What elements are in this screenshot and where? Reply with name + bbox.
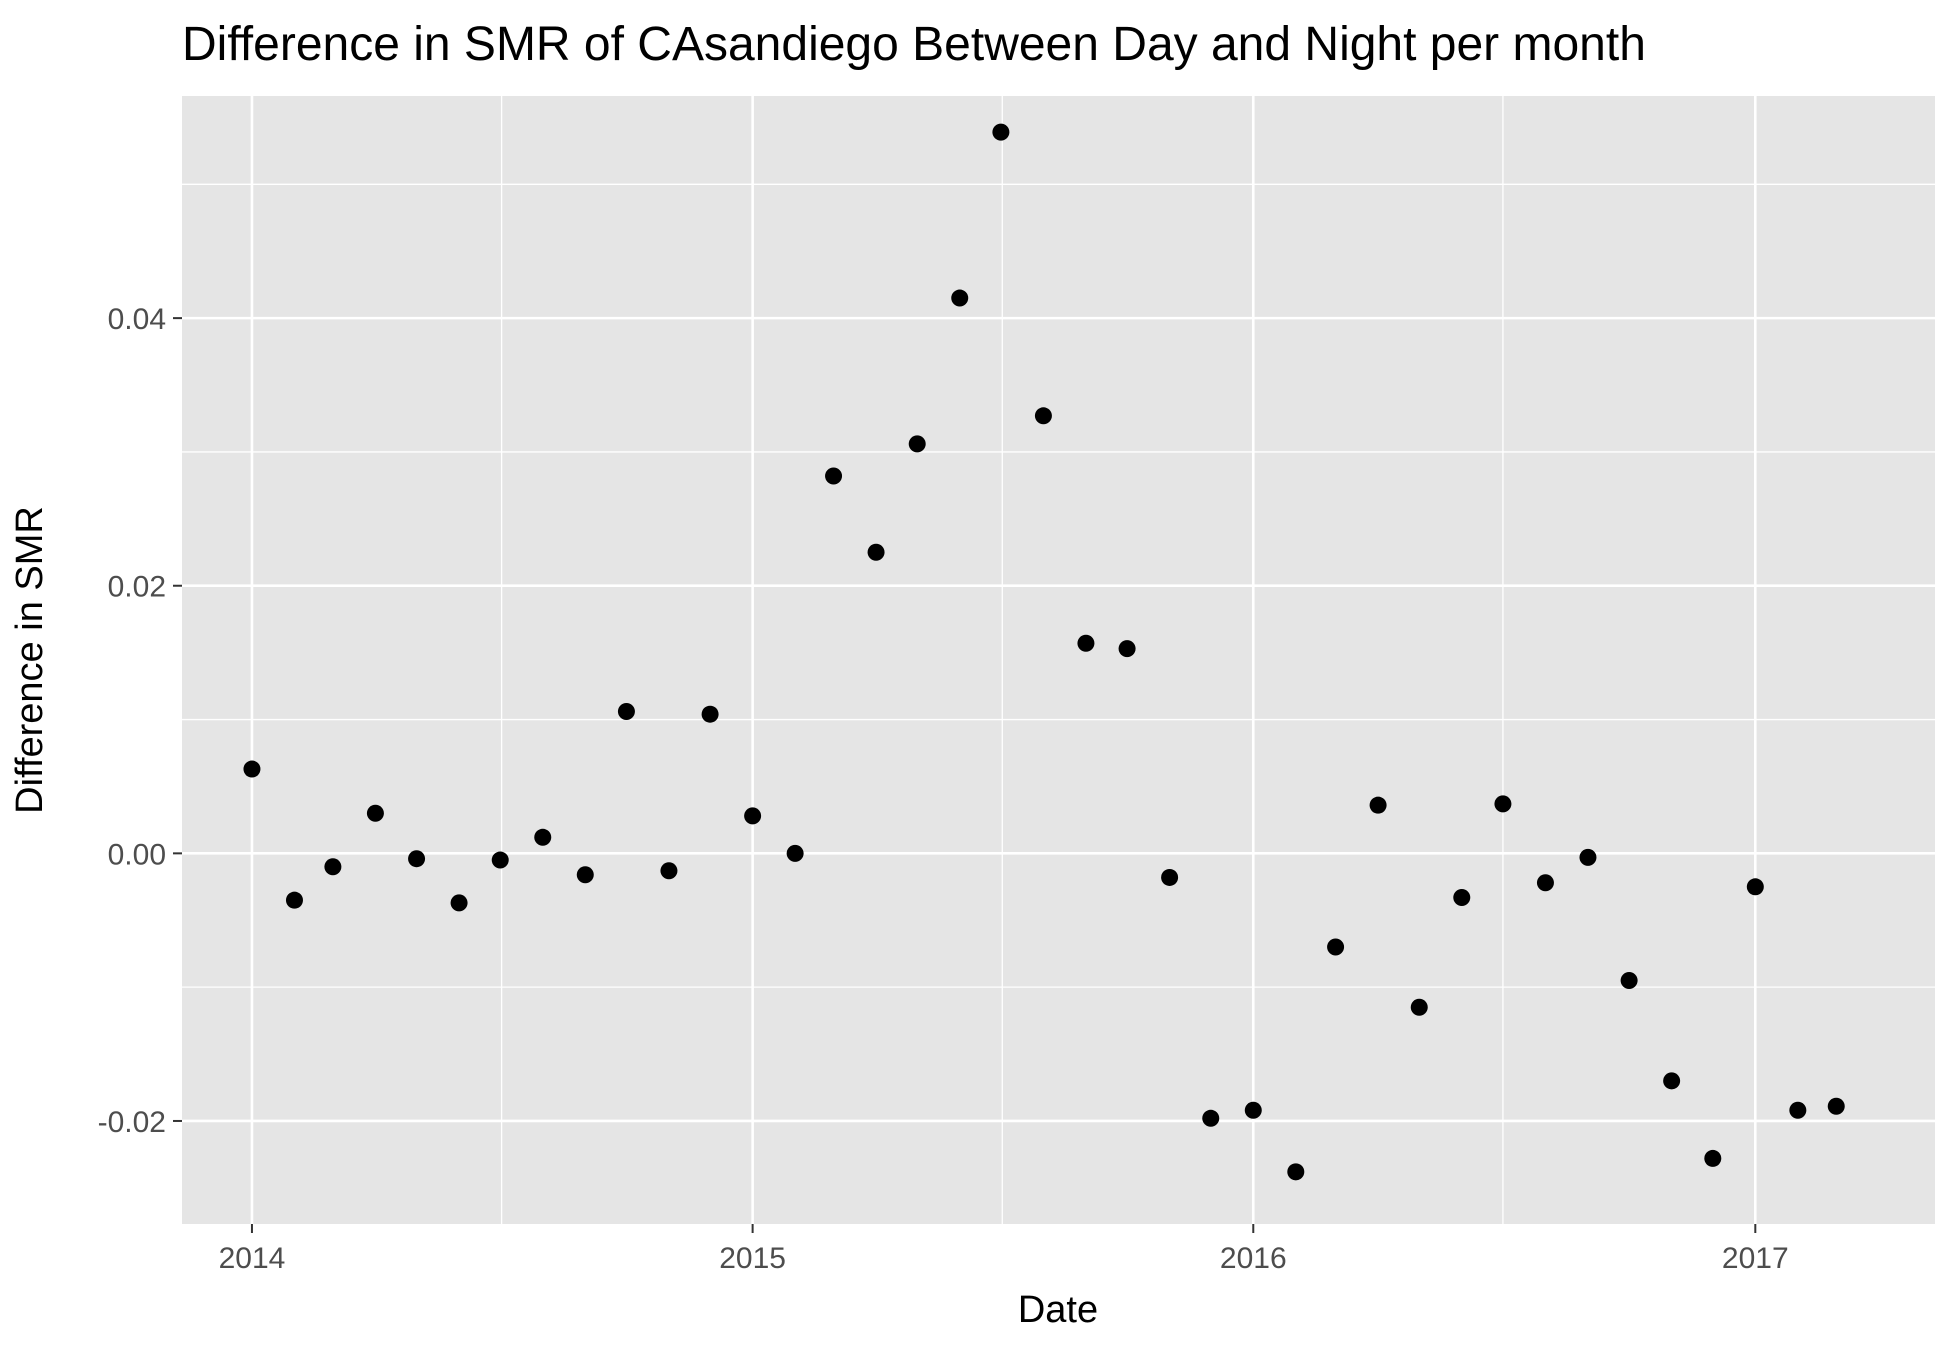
data-point [1118, 640, 1136, 658]
data-point [534, 828, 552, 846]
data-point [450, 894, 468, 912]
x-axis-title: Date [1018, 1289, 1098, 1331]
data-point [1410, 998, 1428, 1016]
data-point [867, 543, 885, 561]
minor-grid [182, 96, 1935, 1224]
x-tick-label: 2016 [1220, 1242, 1287, 1275]
data-point [491, 851, 509, 869]
y-tick-label: 0.04 [108, 303, 166, 336]
data-point [992, 123, 1010, 141]
y-tick-label: 0.00 [108, 838, 166, 871]
data-point [243, 760, 261, 778]
x-axis: 2014 2015 2016 2017 [219, 1224, 1789, 1275]
data-point [1034, 407, 1052, 425]
chart-title: Difference in SMR of CAsandiego Between … [182, 18, 1646, 71]
data-point [1077, 634, 1095, 652]
data-point [786, 844, 804, 862]
data-point [1620, 971, 1638, 989]
data-point [1369, 796, 1387, 814]
x-tick-label: 2015 [719, 1242, 786, 1275]
data-point [1746, 878, 1764, 896]
data-point [1327, 938, 1345, 956]
data-point [617, 703, 635, 721]
data-point [1453, 889, 1471, 907]
data-point [951, 289, 969, 307]
data-point [1789, 1101, 1807, 1119]
data-points [243, 123, 1845, 1181]
data-point [1161, 868, 1179, 886]
data-point [408, 850, 426, 868]
data-point [576, 866, 594, 884]
x-tick-label: 2014 [219, 1242, 286, 1275]
data-point [1202, 1109, 1220, 1127]
y-axis-title: Difference in SMR [9, 506, 51, 814]
data-point [1663, 1072, 1681, 1090]
data-point [660, 862, 678, 880]
data-point [908, 435, 926, 453]
data-point [1536, 874, 1554, 892]
y-tick-label: 0.02 [108, 571, 166, 604]
data-point [825, 467, 843, 485]
major-grid [182, 96, 1935, 1224]
y-tick-label: -0.02 [98, 1106, 166, 1139]
y-axis: -0.02 0.00 0.02 0.04 [98, 303, 182, 1139]
data-point [1704, 1149, 1722, 1167]
data-point [1287, 1163, 1305, 1181]
data-point [366, 804, 384, 822]
data-point [324, 858, 342, 876]
plot-panel [182, 96, 1935, 1224]
data-point [701, 705, 719, 723]
data-point [285, 891, 303, 909]
data-point [1494, 795, 1512, 813]
data-point [1579, 848, 1597, 866]
data-point [1244, 1101, 1262, 1119]
data-point [1827, 1097, 1845, 1115]
data-point [744, 807, 762, 825]
x-tick-label: 2017 [1722, 1242, 1789, 1275]
